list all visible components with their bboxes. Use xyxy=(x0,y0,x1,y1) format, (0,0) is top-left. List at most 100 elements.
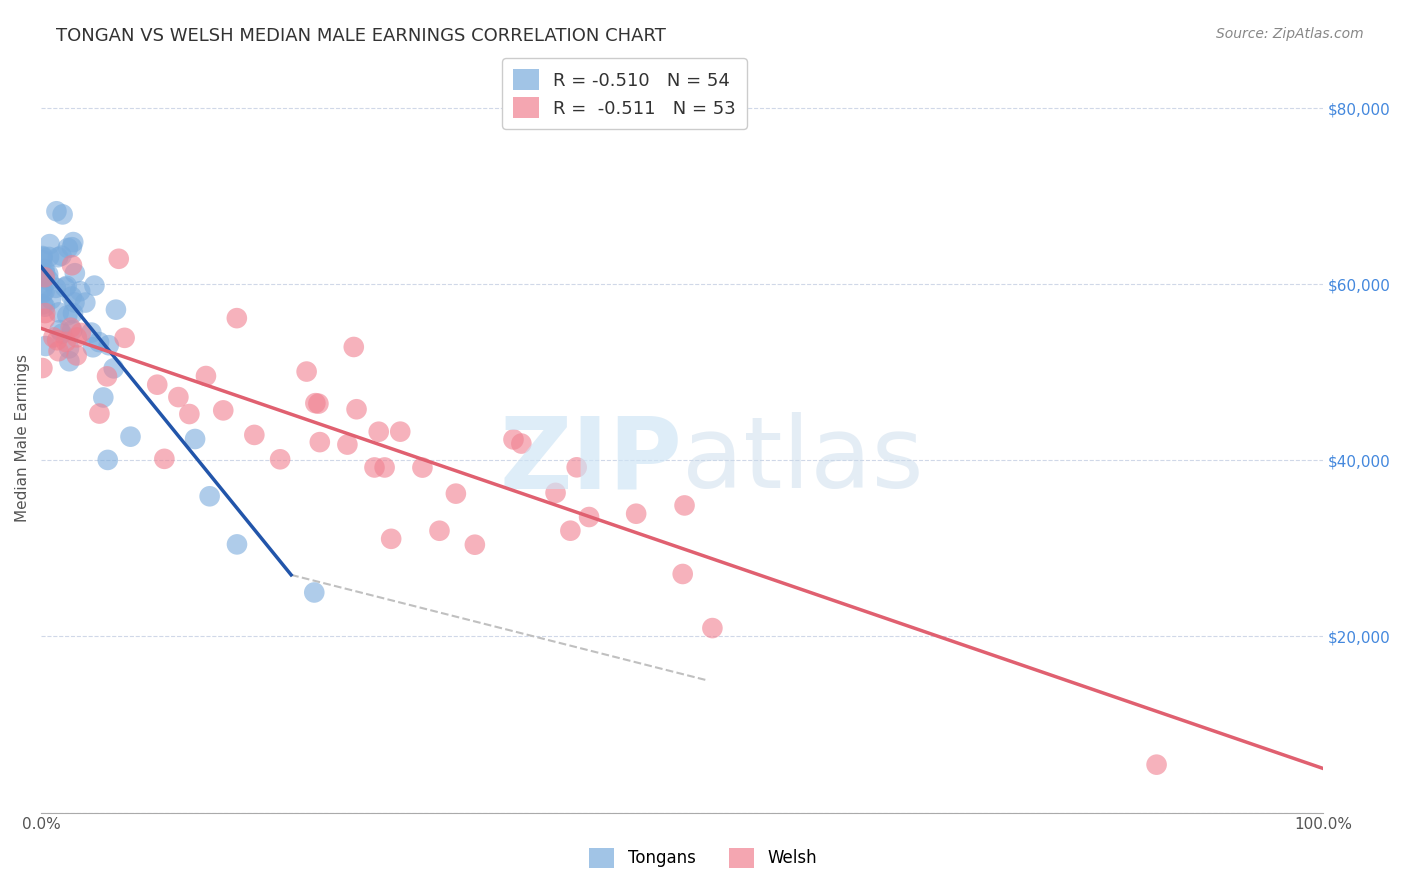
Point xyxy=(69,326,91,340)
Point xyxy=(304,585,326,599)
Point xyxy=(411,460,433,475)
Point xyxy=(38,250,60,264)
Point xyxy=(308,435,330,450)
Point xyxy=(367,425,389,439)
Point xyxy=(58,342,80,356)
Point xyxy=(34,300,56,314)
Point xyxy=(97,338,120,352)
Point xyxy=(56,309,79,323)
Point xyxy=(444,486,467,500)
Point xyxy=(225,311,247,326)
Point xyxy=(167,390,190,404)
Point xyxy=(60,290,83,304)
Point xyxy=(52,207,75,221)
Point xyxy=(31,361,53,376)
Point xyxy=(53,280,76,294)
Point xyxy=(48,323,70,337)
Point xyxy=(389,425,412,439)
Text: ZIP: ZIP xyxy=(499,412,682,509)
Point xyxy=(63,295,86,310)
Point xyxy=(194,369,217,384)
Point xyxy=(578,510,600,524)
Point xyxy=(59,320,82,334)
Point xyxy=(31,253,53,268)
Point xyxy=(212,403,235,417)
Point xyxy=(39,293,62,307)
Point xyxy=(69,284,91,298)
Point xyxy=(32,268,55,283)
Point xyxy=(510,436,533,450)
Point xyxy=(55,334,77,349)
Point xyxy=(304,396,326,410)
Point xyxy=(565,460,588,475)
Y-axis label: Median Male Earnings: Median Male Earnings xyxy=(15,354,30,523)
Point xyxy=(34,285,56,299)
Point xyxy=(153,451,176,466)
Point xyxy=(83,278,105,293)
Point xyxy=(343,340,366,354)
Point xyxy=(429,524,451,538)
Point xyxy=(56,241,79,255)
Point xyxy=(60,323,83,337)
Point xyxy=(179,407,201,421)
Point xyxy=(336,437,359,451)
Point xyxy=(45,204,67,219)
Point xyxy=(346,402,368,417)
Point xyxy=(46,333,69,347)
Point xyxy=(34,311,56,326)
Point xyxy=(295,365,318,379)
Point xyxy=(31,249,53,263)
Point xyxy=(544,486,567,500)
Text: TONGAN VS WELSH MEDIAN MALE EARNINGS CORRELATION CHART: TONGAN VS WELSH MEDIAN MALE EARNINGS COR… xyxy=(56,27,666,45)
Point xyxy=(464,538,486,552)
Point xyxy=(62,235,84,249)
Point xyxy=(42,330,65,344)
Point xyxy=(37,267,59,281)
Point xyxy=(38,237,60,252)
Point xyxy=(58,354,80,368)
Point xyxy=(66,330,89,344)
Point xyxy=(673,499,696,513)
Point xyxy=(62,306,84,320)
Point xyxy=(380,532,402,546)
Text: Source: ZipAtlas.com: Source: ZipAtlas.com xyxy=(1216,27,1364,41)
Point xyxy=(34,270,56,285)
Point xyxy=(243,428,266,442)
Point xyxy=(31,250,53,264)
Point xyxy=(31,286,53,301)
Point xyxy=(34,262,56,277)
Legend: Tongans, Welsh: Tongans, Welsh xyxy=(582,841,824,875)
Point xyxy=(91,391,114,405)
Point xyxy=(307,397,329,411)
Point xyxy=(80,326,103,340)
Point xyxy=(672,566,695,581)
Point xyxy=(104,302,127,317)
Point xyxy=(38,273,60,287)
Point xyxy=(1146,757,1168,772)
Point xyxy=(198,489,221,503)
Point xyxy=(34,267,56,281)
Point xyxy=(103,361,125,376)
Point xyxy=(82,340,104,354)
Point xyxy=(66,348,89,362)
Point xyxy=(48,344,70,359)
Legend: R = -0.510   N = 54, R =  -0.511   N = 53: R = -0.510 N = 54, R = -0.511 N = 53 xyxy=(502,58,747,129)
Point xyxy=(51,249,73,263)
Point xyxy=(63,266,86,280)
Point xyxy=(624,507,647,521)
Point xyxy=(60,258,83,272)
Point xyxy=(502,433,524,447)
Point xyxy=(48,305,70,319)
Point xyxy=(31,281,53,295)
Point xyxy=(146,377,169,392)
Point xyxy=(226,537,249,551)
Point xyxy=(51,326,73,341)
Point xyxy=(560,524,582,538)
Point xyxy=(34,339,56,353)
Point xyxy=(374,460,396,475)
Point xyxy=(45,281,67,295)
Point xyxy=(60,240,83,254)
Point xyxy=(34,306,56,320)
Point xyxy=(114,331,136,345)
Text: atlas: atlas xyxy=(682,412,924,509)
